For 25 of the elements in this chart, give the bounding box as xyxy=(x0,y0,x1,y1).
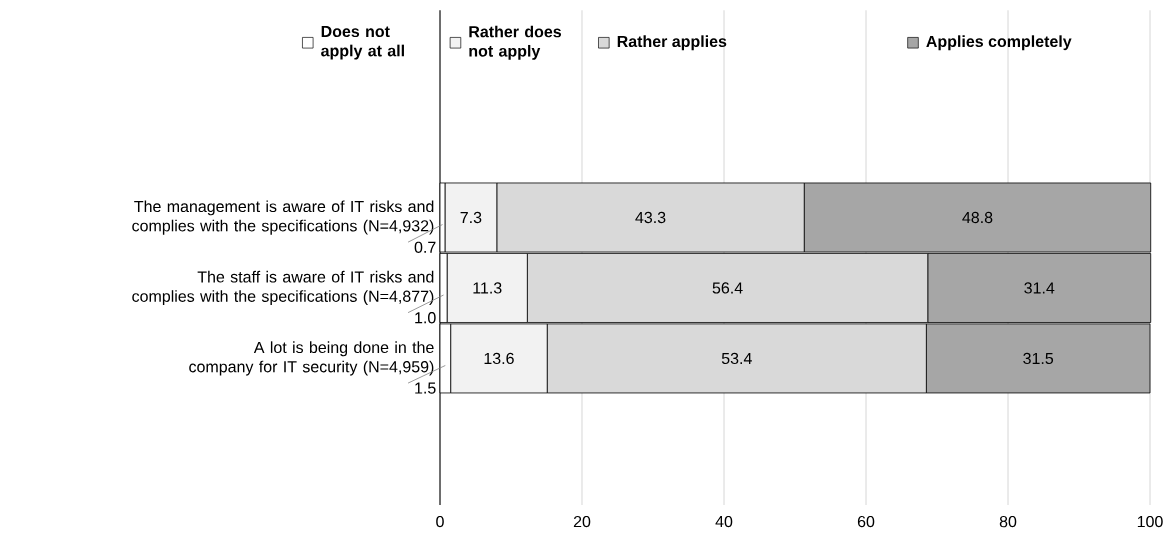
x-tick-label: 20 xyxy=(573,515,591,528)
data-label: 11.3 xyxy=(473,282,502,294)
data-label: 53.4 xyxy=(721,352,752,365)
data-label: 7.3 xyxy=(460,211,482,224)
x-tick-label: 40 xyxy=(715,515,733,528)
data-label: 1.5 xyxy=(415,382,436,394)
legend-label: Rather applies xyxy=(617,35,727,51)
y-tick-label: The management is aware of IT risks and complies with the specifications (N=4,932) xyxy=(132,200,434,235)
data-label: 43.3 xyxy=(635,211,666,224)
x-tick-label: 0 xyxy=(436,515,444,528)
y-tick-label: The staff is aware of IT risks and complies with the specifications (N=4,877) xyxy=(132,270,434,306)
x-tick-label: 80 xyxy=(999,515,1017,528)
data-label: 13.6 xyxy=(484,352,514,365)
legend-label: Applies completely xyxy=(926,35,1072,51)
x-tick-label: 100 xyxy=(1137,515,1163,528)
data-label: 48.8 xyxy=(962,211,993,224)
data-label: 56.4 xyxy=(712,282,743,294)
data-label: 31.5 xyxy=(1023,352,1054,365)
data-label: 31.4 xyxy=(1024,282,1055,294)
data-label: 0.7 xyxy=(414,241,436,253)
y-tick-label: A lot is being done in the company for IT security (N=4,959) xyxy=(189,341,434,376)
data-label: 1.0 xyxy=(415,312,436,324)
x-tick-label: 60 xyxy=(857,515,875,528)
legend-label: Does not apply at all xyxy=(321,25,404,60)
legend-label: Rather does not apply xyxy=(469,25,562,60)
